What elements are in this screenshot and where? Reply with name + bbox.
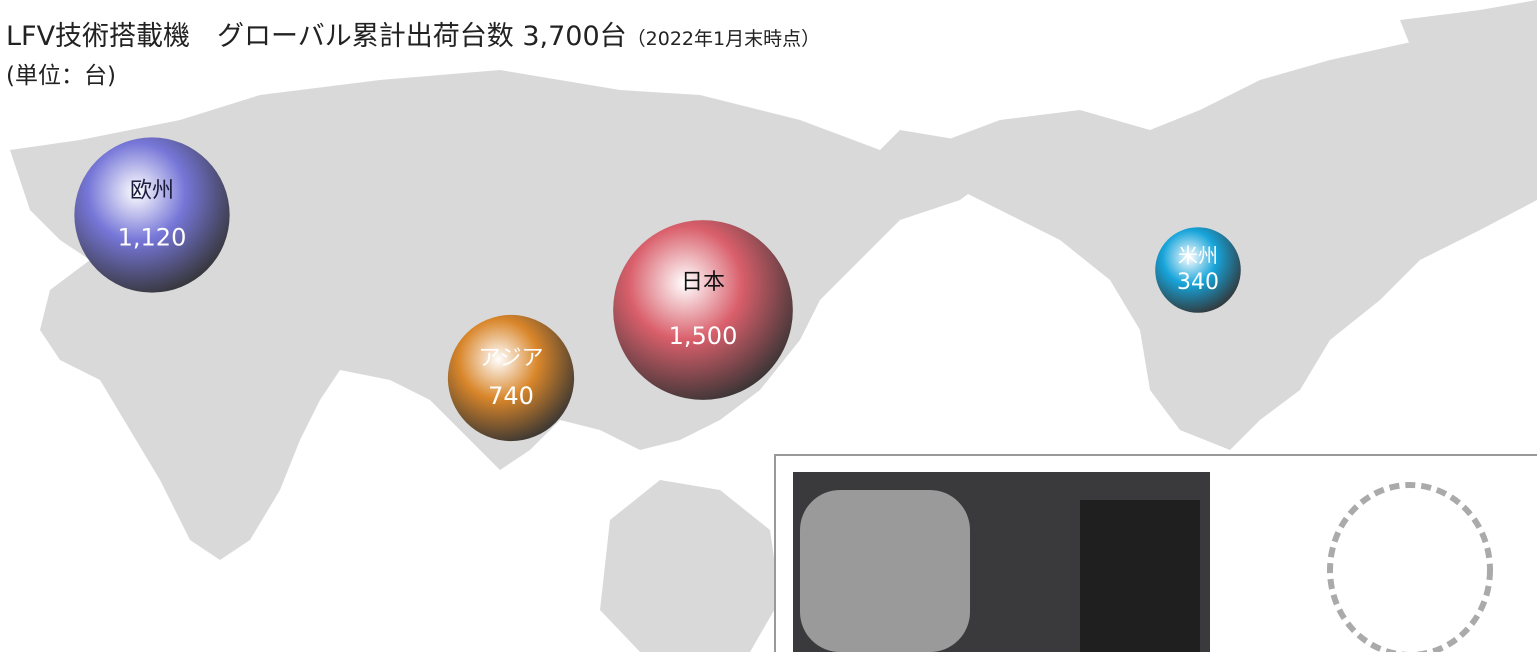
australia	[600, 480, 780, 652]
region-name: 欧州	[130, 179, 174, 204]
region-value: 740	[488, 382, 534, 410]
bubble	[613, 220, 793, 400]
eurasia-africa	[10, 70, 1000, 560]
unit: (単位：台)	[6, 63, 116, 89]
machine-spindle	[800, 490, 970, 652]
chips-photo	[1327, 482, 1493, 652]
north-america	[920, 20, 1537, 450]
world-map	[10, 0, 1537, 652]
title: LFV技術搭載機 グローバル累計出荷台数 3,700台（2022年1月末時点）	[6, 14, 820, 53]
greenland	[1400, 0, 1537, 90]
region-name: アジア	[478, 346, 543, 371]
date-note: （2022年1月末時点）	[626, 28, 821, 50]
region-name: 日本	[681, 270, 725, 295]
region-value: 1,500	[669, 322, 738, 350]
bubble	[74, 137, 230, 293]
title-text: LFV技術搭載機 グローバル累計出荷台数 3,700台	[6, 21, 627, 52]
bubble	[1155, 227, 1241, 313]
bubble	[447, 314, 575, 442]
region-name: 米州	[1178, 244, 1218, 268]
region-value: 1,120	[118, 223, 187, 251]
region-value: 340	[1177, 270, 1219, 295]
machine-tool	[1080, 500, 1200, 652]
